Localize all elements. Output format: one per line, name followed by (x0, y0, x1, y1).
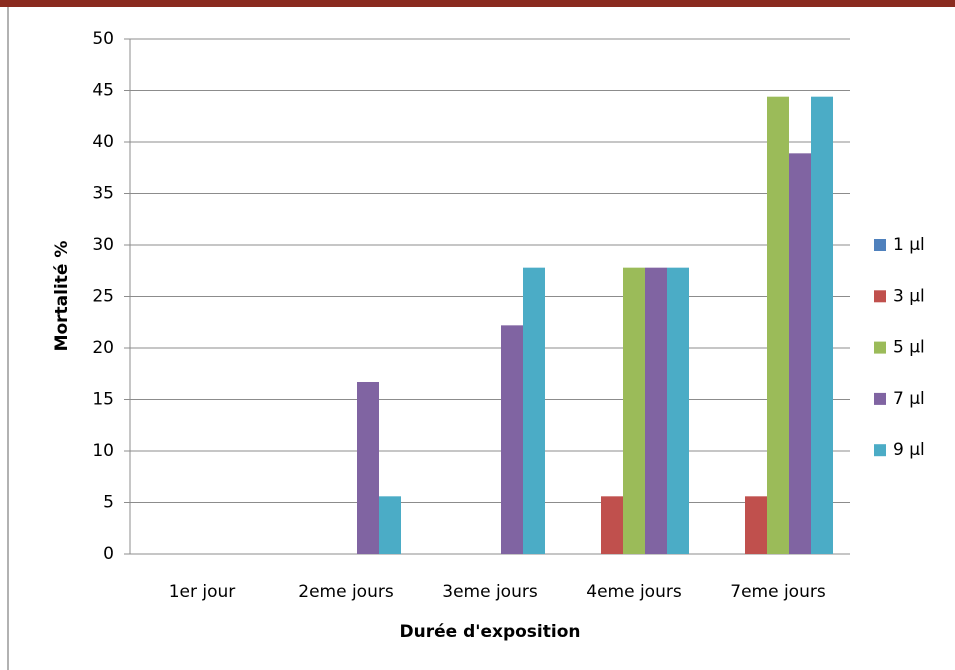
y-tick-label: 45 (92, 81, 114, 101)
y-axis-title: Mortalité % (52, 241, 72, 352)
y-tick-label: 0 (103, 544, 114, 564)
y-tick-label: 10 (92, 441, 114, 461)
top-bar (0, 0, 955, 7)
y-tick-label: 35 (92, 184, 114, 204)
y-tick-label: 40 (92, 132, 114, 152)
legend-swatch (874, 341, 886, 354)
y-tick-label: 25 (92, 287, 114, 307)
legend-swatch (874, 290, 886, 303)
bar (789, 153, 811, 554)
y-tick-label: 30 (92, 235, 114, 255)
x-tick-label: 2eme jours (298, 582, 394, 602)
bar (745, 496, 767, 554)
legend-label: 3 µl (893, 286, 925, 306)
legend-label: 7 µl (893, 389, 925, 409)
bar (501, 325, 523, 554)
x-tick-label: 1er jour (169, 582, 236, 602)
bar (601, 496, 623, 554)
legend-swatch (874, 392, 886, 405)
bar (379, 496, 401, 554)
bar (645, 267, 667, 554)
x-tick-label: 7eme jours (730, 582, 826, 602)
bar (811, 96, 833, 555)
bar (523, 267, 545, 554)
y-tick-label: 50 (92, 29, 114, 49)
x-tick-label: 3eme jours (442, 582, 538, 602)
x-tick-label: 4eme jours (586, 582, 682, 602)
bar (623, 267, 645, 554)
legend-swatch (874, 239, 886, 251)
bar (667, 267, 689, 554)
legend-label: 9 µl (893, 440, 925, 460)
legend-swatch (874, 444, 886, 457)
y-tick-label: 20 (92, 338, 114, 358)
bar (357, 381, 379, 554)
bar (767, 96, 789, 555)
legend-label: 5 µl (893, 338, 925, 358)
y-tick-label: 5 (103, 493, 114, 513)
legend-label: 1 µl (893, 235, 925, 255)
x-axis-title: Durée d'exposition (400, 622, 581, 642)
y-tick-label: 15 (92, 390, 114, 410)
